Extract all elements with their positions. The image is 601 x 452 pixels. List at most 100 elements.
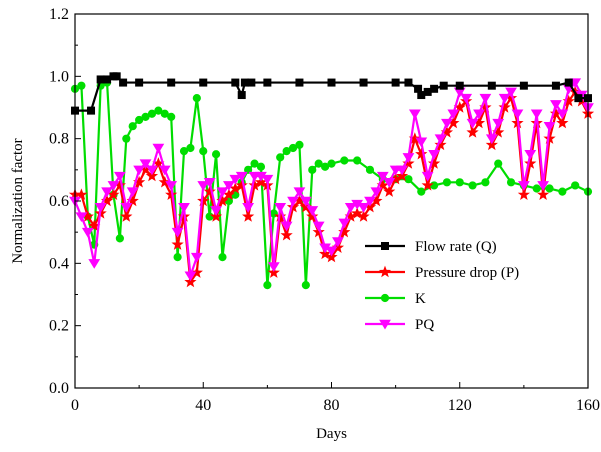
data-point: [94, 202, 107, 213]
data-point: [75, 188, 88, 200]
data-point: [430, 84, 439, 93]
data-point: [280, 221, 293, 232]
data-point: [551, 81, 560, 90]
data-point: [479, 93, 492, 104]
series-layer: [68, 72, 595, 290]
legend-marker: [381, 242, 389, 250]
data-point: [216, 187, 229, 198]
x-tick-label: 120: [448, 397, 472, 414]
data-point: [263, 281, 272, 290]
series-3: [69, 78, 594, 282]
data-point: [263, 78, 272, 87]
data-point: [184, 275, 197, 288]
data-point: [165, 188, 178, 200]
data-point: [395, 169, 409, 182]
data-point: [466, 118, 479, 129]
data-point: [550, 100, 562, 110]
data-point: [545, 184, 554, 193]
legend-entry: K: [365, 291, 426, 307]
data-point: [280, 228, 293, 241]
data-point: [190, 266, 203, 278]
data-point: [519, 81, 528, 90]
data-point: [126, 187, 139, 198]
data-point: [442, 178, 452, 187]
data-point: [391, 78, 400, 87]
data-point: [485, 138, 498, 151]
data-point: [167, 78, 176, 87]
data-point: [186, 143, 195, 153]
legend-label: Pressure drop (P): [415, 265, 519, 281]
legend-entry: Pressure drop (P): [365, 265, 519, 281]
data-point: [325, 250, 338, 263]
data-point: [408, 109, 421, 120]
legend-label: PQ: [415, 317, 434, 333]
data-point: [421, 178, 434, 191]
data-point: [556, 116, 569, 129]
legend-marker: [379, 319, 391, 330]
data-point: [434, 138, 447, 151]
data-point: [473, 109, 485, 120]
data-point: [107, 188, 120, 200]
data-point: [524, 150, 537, 160]
data-point: [430, 181, 439, 190]
data-point: [223, 181, 235, 191]
data-point: [439, 81, 448, 90]
data-point: [205, 212, 214, 221]
data-point: [404, 175, 413, 184]
data-point: [248, 178, 261, 191]
data-point: [383, 178, 396, 188]
data-point: [524, 157, 537, 169]
data-point: [167, 112, 176, 121]
data-point: [235, 171, 248, 182]
data-point: [517, 188, 530, 200]
data-point: [231, 78, 240, 87]
data-point: [229, 174, 242, 185]
data-point: [383, 185, 396, 197]
data-point: [81, 227, 94, 238]
data-point: [505, 87, 517, 98]
data-point: [344, 202, 357, 213]
y-tick-label: 1.0: [49, 68, 69, 85]
data-point: [308, 165, 317, 174]
data-point: [481, 178, 490, 187]
data-point: [357, 210, 370, 222]
data-point: [364, 196, 376, 207]
data-point: [139, 159, 152, 170]
data-point: [128, 122, 137, 131]
legend-marker: [380, 293, 390, 303]
data-point: [133, 165, 146, 176]
data-point: [244, 165, 253, 174]
data-point: [320, 162, 330, 171]
legend-label: Flow rate (Q): [415, 239, 497, 255]
data-point: [357, 202, 370, 213]
data-point: [267, 262, 280, 272]
data-point: [165, 181, 178, 191]
data-point: [171, 227, 184, 238]
data-point: [306, 206, 319, 216]
data-point: [574, 94, 583, 103]
x-axis-label: Days: [316, 426, 347, 442]
data-point: [147, 109, 157, 118]
x-tick-label: 0: [71, 397, 79, 414]
data-point: [421, 171, 434, 182]
data-point: [498, 93, 511, 104]
data-point: [556, 109, 569, 120]
data-point: [312, 221, 325, 232]
data-point: [203, 178, 216, 188]
data-point: [404, 78, 413, 87]
data-point: [135, 78, 144, 87]
data-point: [173, 253, 182, 262]
data-point: [295, 140, 304, 149]
data-point: [120, 210, 133, 222]
data-point: [353, 156, 362, 165]
data-point: [455, 178, 464, 187]
data-point: [537, 181, 550, 191]
data-point: [370, 187, 383, 198]
data-point: [115, 234, 124, 243]
x-tick-label: 80: [324, 397, 340, 414]
y-tick-label: 0.4: [49, 255, 69, 272]
data-point: [455, 81, 464, 90]
data-point: [506, 178, 516, 187]
data-point: [247, 78, 256, 87]
